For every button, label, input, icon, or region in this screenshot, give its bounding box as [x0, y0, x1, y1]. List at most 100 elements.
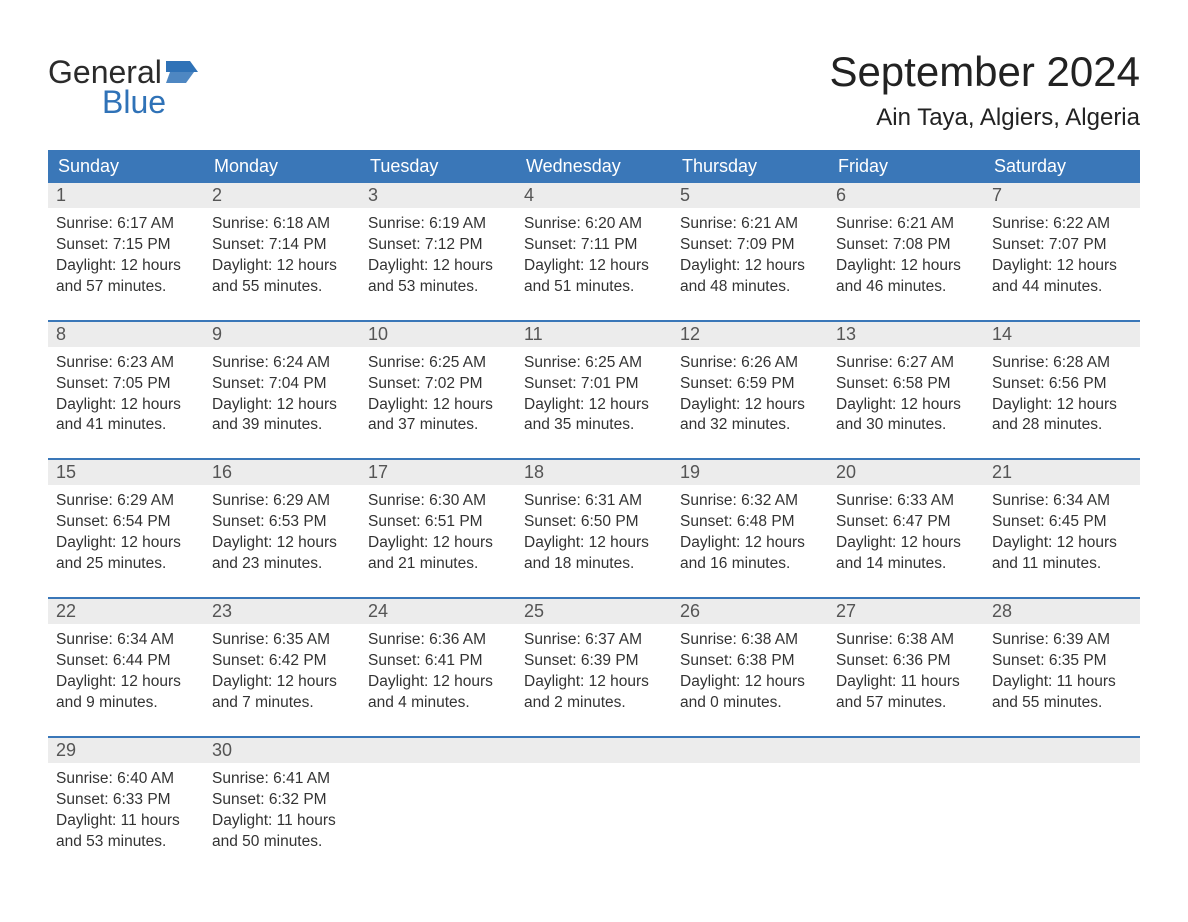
- calendar: Sunday Monday Tuesday Wednesday Thursday…: [48, 150, 1140, 852]
- daylight-line-1: Daylight: 12 hours: [368, 533, 508, 554]
- daylight-line-2: and 21 minutes.: [368, 554, 508, 575]
- day-number: 1: [48, 183, 204, 208]
- day-number: [672, 738, 828, 763]
- sunrise-line: Sunrise: 6:24 AM: [212, 353, 352, 374]
- day-number: 9: [204, 322, 360, 347]
- day-cell: Sunrise: 6:27 AMSunset: 6:58 PMDaylight:…: [828, 347, 984, 437]
- sunset-line: Sunset: 6:42 PM: [212, 651, 352, 672]
- sunrise-line: Sunrise: 6:34 AM: [56, 630, 196, 651]
- weekday-label: Thursday: [672, 150, 828, 183]
- daylight-line-1: Daylight: 12 hours: [992, 533, 1132, 554]
- daylight-line-2: and 41 minutes.: [56, 415, 196, 436]
- day-cell: Sunrise: 6:24 AMSunset: 7:04 PMDaylight:…: [204, 347, 360, 437]
- daylight-line-1: Daylight: 12 hours: [368, 672, 508, 693]
- week-row: Sunrise: 6:17 AMSunset: 7:15 PMDaylight:…: [48, 208, 1140, 298]
- daylight-line-1: Daylight: 12 hours: [524, 395, 664, 416]
- daylight-line-1: Daylight: 12 hours: [992, 256, 1132, 277]
- daylight-line-1: Daylight: 11 hours: [56, 811, 196, 832]
- daylight-line-2: and 18 minutes.: [524, 554, 664, 575]
- sunset-line: Sunset: 6:44 PM: [56, 651, 196, 672]
- day-cell: Sunrise: 6:26 AMSunset: 6:59 PMDaylight:…: [672, 347, 828, 437]
- daylight-line-1: Daylight: 12 hours: [680, 395, 820, 416]
- day-number: 17: [360, 460, 516, 485]
- day-number: 8: [48, 322, 204, 347]
- daylight-line-1: Daylight: 12 hours: [212, 256, 352, 277]
- daylight-line-1: Daylight: 12 hours: [212, 395, 352, 416]
- day-cell: Sunrise: 6:28 AMSunset: 6:56 PMDaylight:…: [984, 347, 1140, 437]
- day-cell: Sunrise: 6:36 AMSunset: 6:41 PMDaylight:…: [360, 624, 516, 714]
- day-cell: Sunrise: 6:21 AMSunset: 7:09 PMDaylight:…: [672, 208, 828, 298]
- logo: General Blue: [48, 48, 198, 118]
- day-number: [984, 738, 1140, 763]
- daylight-line-2: and 39 minutes.: [212, 415, 352, 436]
- day-cell: Sunrise: 6:37 AMSunset: 6:39 PMDaylight:…: [516, 624, 672, 714]
- week-row: Sunrise: 6:34 AMSunset: 6:44 PM Daylight:…: [48, 624, 1140, 714]
- day-number: 14: [984, 322, 1140, 347]
- sunrise-line: Sunrise: 6:27 AM: [836, 353, 976, 374]
- day-cell: Sunrise: 6:22 AMSunset: 7:07 PMDaylight:…: [984, 208, 1140, 298]
- day-number-row: 2930: [48, 736, 1140, 763]
- day-number: 12: [672, 322, 828, 347]
- weekday-label: Saturday: [984, 150, 1140, 183]
- sunrise-line: Sunrise: 6:28 AM: [992, 353, 1132, 374]
- sunrise-line: Sunrise: 6:17 AM: [56, 214, 196, 235]
- sunrise-line: Sunrise: 6:30 AM: [368, 491, 508, 512]
- sunset-line: Sunset: 6:59 PM: [680, 374, 820, 395]
- day-number: 6: [828, 183, 984, 208]
- week-row: Sunrise: 6:23 AMSunset: 7:05 PMDaylight:…: [48, 347, 1140, 437]
- sunset-line: Sunset: 7:11 PM: [524, 235, 664, 256]
- daylight-line-2: and 11 minutes.: [992, 554, 1132, 575]
- sunset-line: Sunset: 6:36 PM: [836, 651, 976, 672]
- day-cell: Sunrise: 6:23 AMSunset: 7:05 PMDaylight:…: [48, 347, 204, 437]
- weekday-label: Sunday: [48, 150, 204, 183]
- day-number: 19: [672, 460, 828, 485]
- weekday-label: Friday: [828, 150, 984, 183]
- daylight-line-2: and 14 minutes.: [836, 554, 976, 575]
- day-number-row: 891011121314: [48, 320, 1140, 347]
- day-cell: Sunrise: 6:25 AMSunset: 7:02 PMDaylight:…: [360, 347, 516, 437]
- day-number: 20: [828, 460, 984, 485]
- day-number: 16: [204, 460, 360, 485]
- day-number: 21: [984, 460, 1140, 485]
- day-cell: Sunrise: 6:34 AMSunset: 6:44 PMDaylight:…: [48, 624, 204, 714]
- daylight-line-1: Daylight: 12 hours: [680, 533, 820, 554]
- sunset-line: Sunset: 7:15 PM: [56, 235, 196, 256]
- day-number: 27: [828, 599, 984, 624]
- sunset-line: Sunset: 7:01 PM: [524, 374, 664, 395]
- daylight-line-2: and 35 minutes.: [524, 415, 664, 436]
- sunrise-line: Sunrise: 6:31 AM: [524, 491, 664, 512]
- day-number: [828, 738, 984, 763]
- daylight-line-1: Daylight: 12 hours: [212, 533, 352, 554]
- sunrise-line: Sunrise: 6:32 AM: [680, 491, 820, 512]
- day-number: 7: [984, 183, 1140, 208]
- sunset-line: Sunset: 6:32 PM: [212, 790, 352, 811]
- day-cell: [516, 763, 672, 853]
- sunset-line: Sunset: 7:07 PM: [992, 235, 1132, 256]
- day-number: 5: [672, 183, 828, 208]
- sunrise-line: Sunrise: 6:18 AM: [212, 214, 352, 235]
- sunrise-line: Sunrise: 6:29 AM: [56, 491, 196, 512]
- sunset-line: Sunset: 7:12 PM: [368, 235, 508, 256]
- sunset-line: Sunset: 6:48 PM: [680, 512, 820, 533]
- daylight-line-2: and 9 minutes.: [56, 693, 196, 714]
- day-cell: Sunrise: 6:29 AMSunset: 6:54 PMDaylight:…: [48, 485, 204, 575]
- daylight-line-1: Daylight: 11 hours: [992, 672, 1132, 693]
- daylight-line-2: and 53 minutes.: [368, 277, 508, 298]
- day-number-row: 1234567: [48, 183, 1140, 208]
- sunset-line: Sunset: 6:33 PM: [56, 790, 196, 811]
- day-number: 15: [48, 460, 204, 485]
- day-cell: Sunrise: 6:38 AMSunset: 6:38 PMDaylight:…: [672, 624, 828, 714]
- daylight-line-1: Daylight: 12 hours: [992, 395, 1132, 416]
- sunrise-line: Sunrise: 6:38 AM: [680, 630, 820, 651]
- sunrise-line: Sunrise: 6:23 AM: [56, 353, 196, 374]
- daylight-line-2: and 50 minutes.: [212, 832, 352, 853]
- header: General Blue September 2024 Ain Taya, Al…: [48, 48, 1140, 132]
- weekday-label: Tuesday: [360, 150, 516, 183]
- sunset-line: Sunset: 7:04 PM: [212, 374, 352, 395]
- daylight-line-1: Daylight: 12 hours: [56, 256, 196, 277]
- sunrise-line: Sunrise: 6:21 AM: [836, 214, 976, 235]
- logo-text-blue: Blue: [102, 86, 166, 118]
- daylight-line-1: Daylight: 12 hours: [524, 256, 664, 277]
- daylight-line-2: and 4 minutes.: [368, 693, 508, 714]
- sunrise-line: Sunrise: 6:36 AM: [368, 630, 508, 651]
